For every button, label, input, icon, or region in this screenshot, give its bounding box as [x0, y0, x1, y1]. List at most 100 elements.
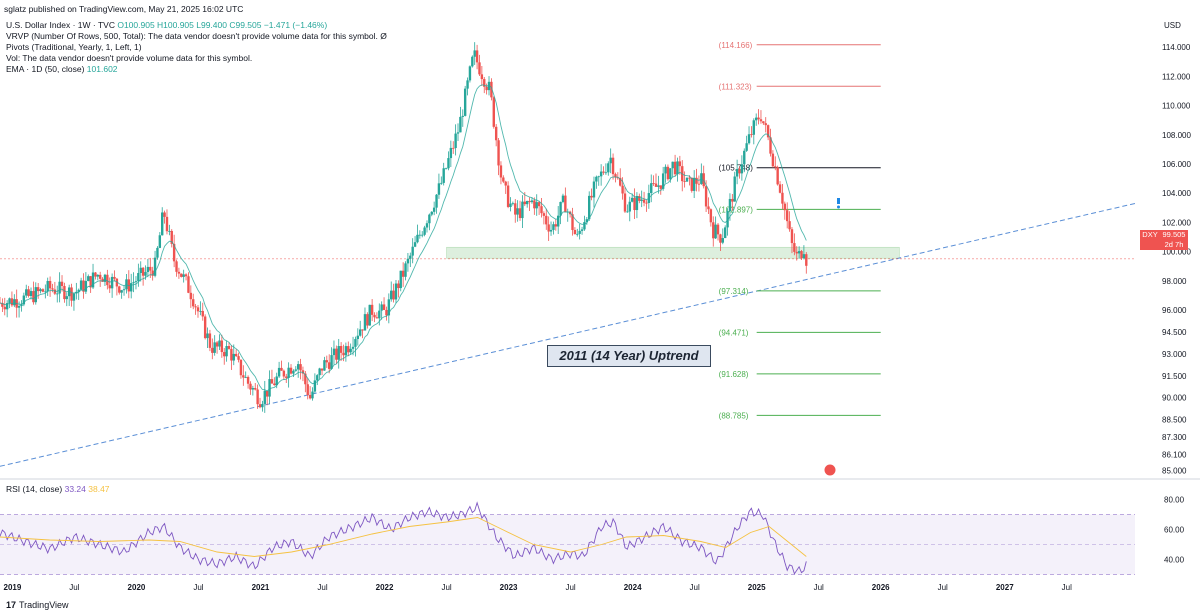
candle-body: [750, 134, 753, 136]
candle-body: [106, 274, 109, 286]
candle-body: [530, 200, 534, 203]
candle-body: [645, 202, 648, 204]
candle-body: [611, 157, 615, 175]
candle-body: [559, 201, 562, 216]
candle-body: [766, 125, 770, 138]
candle-body: [378, 310, 381, 319]
candle-body: [113, 276, 116, 279]
candle-body: [685, 177, 689, 182]
candle-body: [115, 278, 119, 287]
candle-body: [3, 306, 6, 310]
candle-body: [187, 276, 190, 293]
candle-body: [437, 183, 441, 195]
rsi-y-tick-label: 40.00: [1164, 556, 1185, 565]
candle-body: [597, 176, 600, 178]
symbol-legend[interactable]: U.S. Dollar Index · 1W · TVC O100.905 H1…: [6, 20, 327, 30]
candle-body: [492, 97, 495, 127]
candle-body: [740, 164, 744, 174]
ema-line: [0, 84, 807, 392]
candle-body: [110, 276, 114, 289]
ema-legend[interactable]: EMA · 1D (50, close) 101.602: [6, 64, 118, 74]
candle-body: [256, 389, 259, 405]
candle-body: [58, 281, 61, 294]
candle-body: [332, 348, 336, 356]
candle-body: [254, 388, 257, 390]
candle-body: [542, 213, 546, 216]
y-tick-label: 93.000: [1162, 350, 1187, 359]
candle-body: [762, 121, 765, 124]
candle-body: [733, 176, 736, 202]
candle-body: [287, 367, 290, 378]
candle-body: [614, 174, 617, 178]
candle-body: [70, 287, 73, 301]
alert-exclamation-dot-icon: [837, 205, 840, 209]
candle-body: [466, 80, 469, 89]
candle-body: [630, 197, 634, 202]
support-zone: [446, 246, 900, 259]
candle-body: [800, 251, 803, 259]
vrvp-legend[interactable]: VRVP (Number Of Rows, 500, Total): The d…: [6, 31, 387, 41]
y-tick-label: 114.000: [1162, 43, 1191, 52]
candle-body: [211, 347, 214, 353]
candle-body: [25, 289, 28, 296]
pivots-legend[interactable]: Pivots (Traditional, Yearly, 1, Left, 1): [6, 42, 142, 52]
uptrend-annotation[interactable]: 2011 (14 Year) Uptrend: [547, 345, 711, 367]
candle-body: [747, 134, 751, 144]
candle-body: [87, 276, 90, 281]
candle-body: [561, 195, 565, 202]
rsi-ma-value: 38.47: [88, 484, 110, 494]
candle-body: [797, 251, 801, 254]
x-tick-label: 2024: [624, 583, 642, 592]
candle-body: [32, 291, 35, 303]
publisher-line: sglatz published on TradingView.com, May…: [4, 4, 244, 14]
candle-body: [327, 362, 331, 369]
candle-body: [757, 117, 760, 120]
x-tick-label: 2021: [252, 583, 270, 592]
candle-body: [573, 230, 577, 235]
candle-body: [82, 280, 85, 292]
candle-body: [549, 229, 553, 232]
candle-body: [678, 161, 682, 167]
candle-body: [702, 173, 705, 187]
candle-body: [144, 272, 147, 276]
candle-body: [170, 230, 173, 244]
candle-body: [132, 282, 135, 284]
tradingview-logo[interactable]: 17 TradingView: [6, 600, 69, 610]
candle-body: [175, 261, 178, 272]
candle-body: [726, 210, 729, 228]
candle-body: [390, 290, 393, 300]
candle-body: [738, 169, 741, 174]
candle-body: [196, 307, 200, 312]
y-tick-label: 100.000: [1162, 248, 1191, 257]
candle-body: [404, 263, 407, 277]
candle-body: [230, 348, 233, 361]
candle-body: [721, 238, 724, 243]
candle-body: [518, 208, 522, 219]
candle-body: [246, 376, 250, 384]
candle-body: [769, 137, 772, 154]
candle-body: [421, 234, 424, 236]
candle-body: [411, 246, 414, 256]
rsi-legend[interactable]: RSI (14, close) 33.24 38.47: [6, 484, 110, 494]
candle-body: [5, 303, 9, 310]
candle-body: [413, 242, 417, 247]
candle-body: [192, 299, 195, 307]
vol-legend[interactable]: Vol: The data vendor doesn't provide vol…: [6, 53, 253, 63]
candle-body: [700, 173, 703, 184]
candle-body: [370, 304, 374, 315]
candle-body: [101, 278, 104, 282]
y-tick-label: 88.500: [1162, 416, 1187, 425]
candle-body: [752, 120, 756, 135]
candle-body: [626, 211, 629, 213]
candle-body: [22, 295, 26, 305]
candle-body: [203, 316, 207, 339]
candle-body: [89, 276, 92, 288]
y-tick-label: 87.300: [1162, 433, 1187, 442]
candle-body: [554, 224, 558, 227]
candle-body: [547, 224, 550, 232]
candle-body: [735, 169, 739, 177]
candle-body: [788, 221, 791, 230]
fib-level-label: (91.628): [719, 370, 749, 379]
y-tick-label: 112.000: [1162, 72, 1191, 81]
